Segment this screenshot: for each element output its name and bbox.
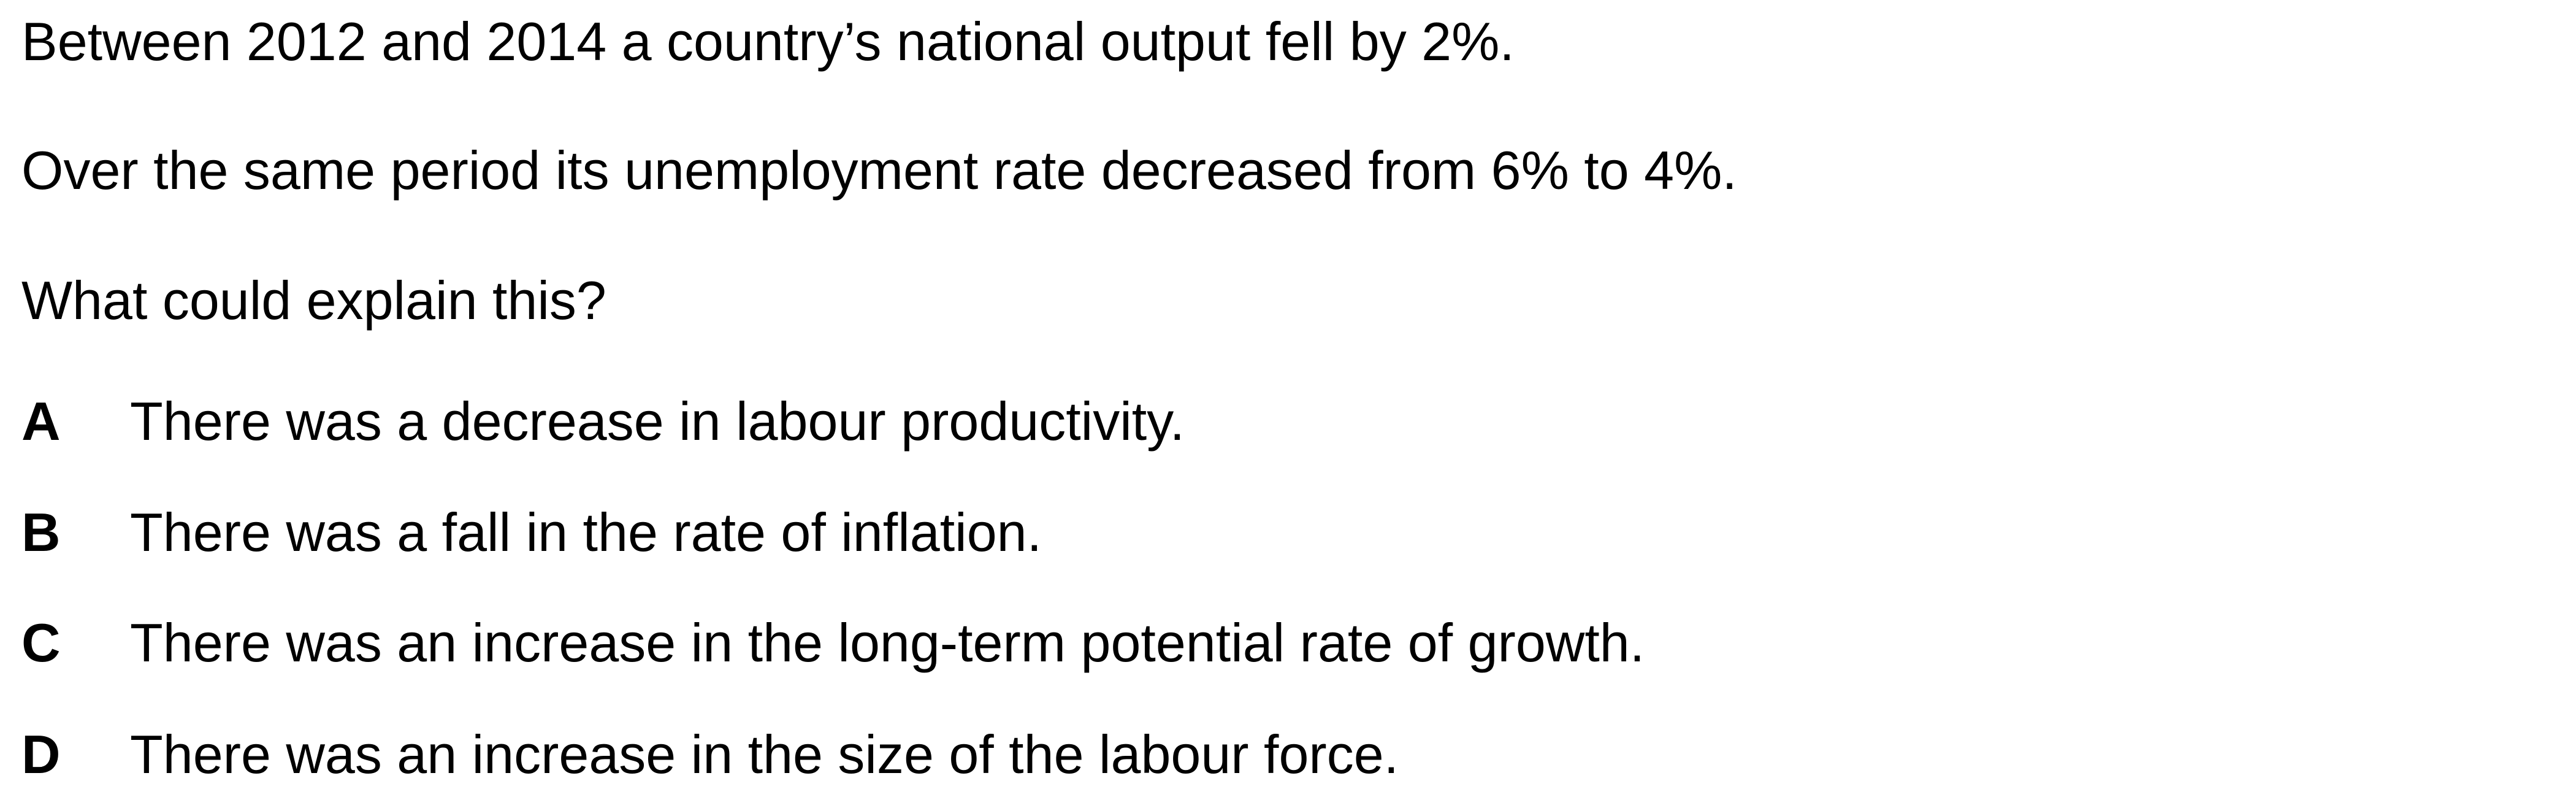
option-letter-d: D xyxy=(21,724,61,785)
answer-option-b[interactable]: B There was a fall in the rate of inflat… xyxy=(21,502,1042,563)
option-text-d: There was an increase in the size of the… xyxy=(130,724,1399,785)
option-letter-b: B xyxy=(21,502,61,563)
option-letter-c: C xyxy=(21,612,61,673)
question-stem-line-1: Between 2012 and 2014 a country’s nation… xyxy=(21,11,1515,72)
option-text-c: There was an increase in the long-term p… xyxy=(130,612,1645,673)
option-text-a: There was a decrease in labour productiv… xyxy=(130,391,1185,452)
option-text-b: There was a fall in the rate of inflatio… xyxy=(130,502,1042,563)
answer-option-c[interactable]: C There was an increase in the long-term… xyxy=(21,612,1645,674)
question-stem-line-2: Over the same period its unemployment ra… xyxy=(21,140,1737,201)
question-prompt: What could explain this? xyxy=(21,270,606,331)
answer-option-a[interactable]: A There was a decrease in labour product… xyxy=(21,391,1185,452)
option-letter-a: A xyxy=(21,391,61,452)
answer-option-d[interactable]: D There was an increase in the size of t… xyxy=(21,724,1399,785)
